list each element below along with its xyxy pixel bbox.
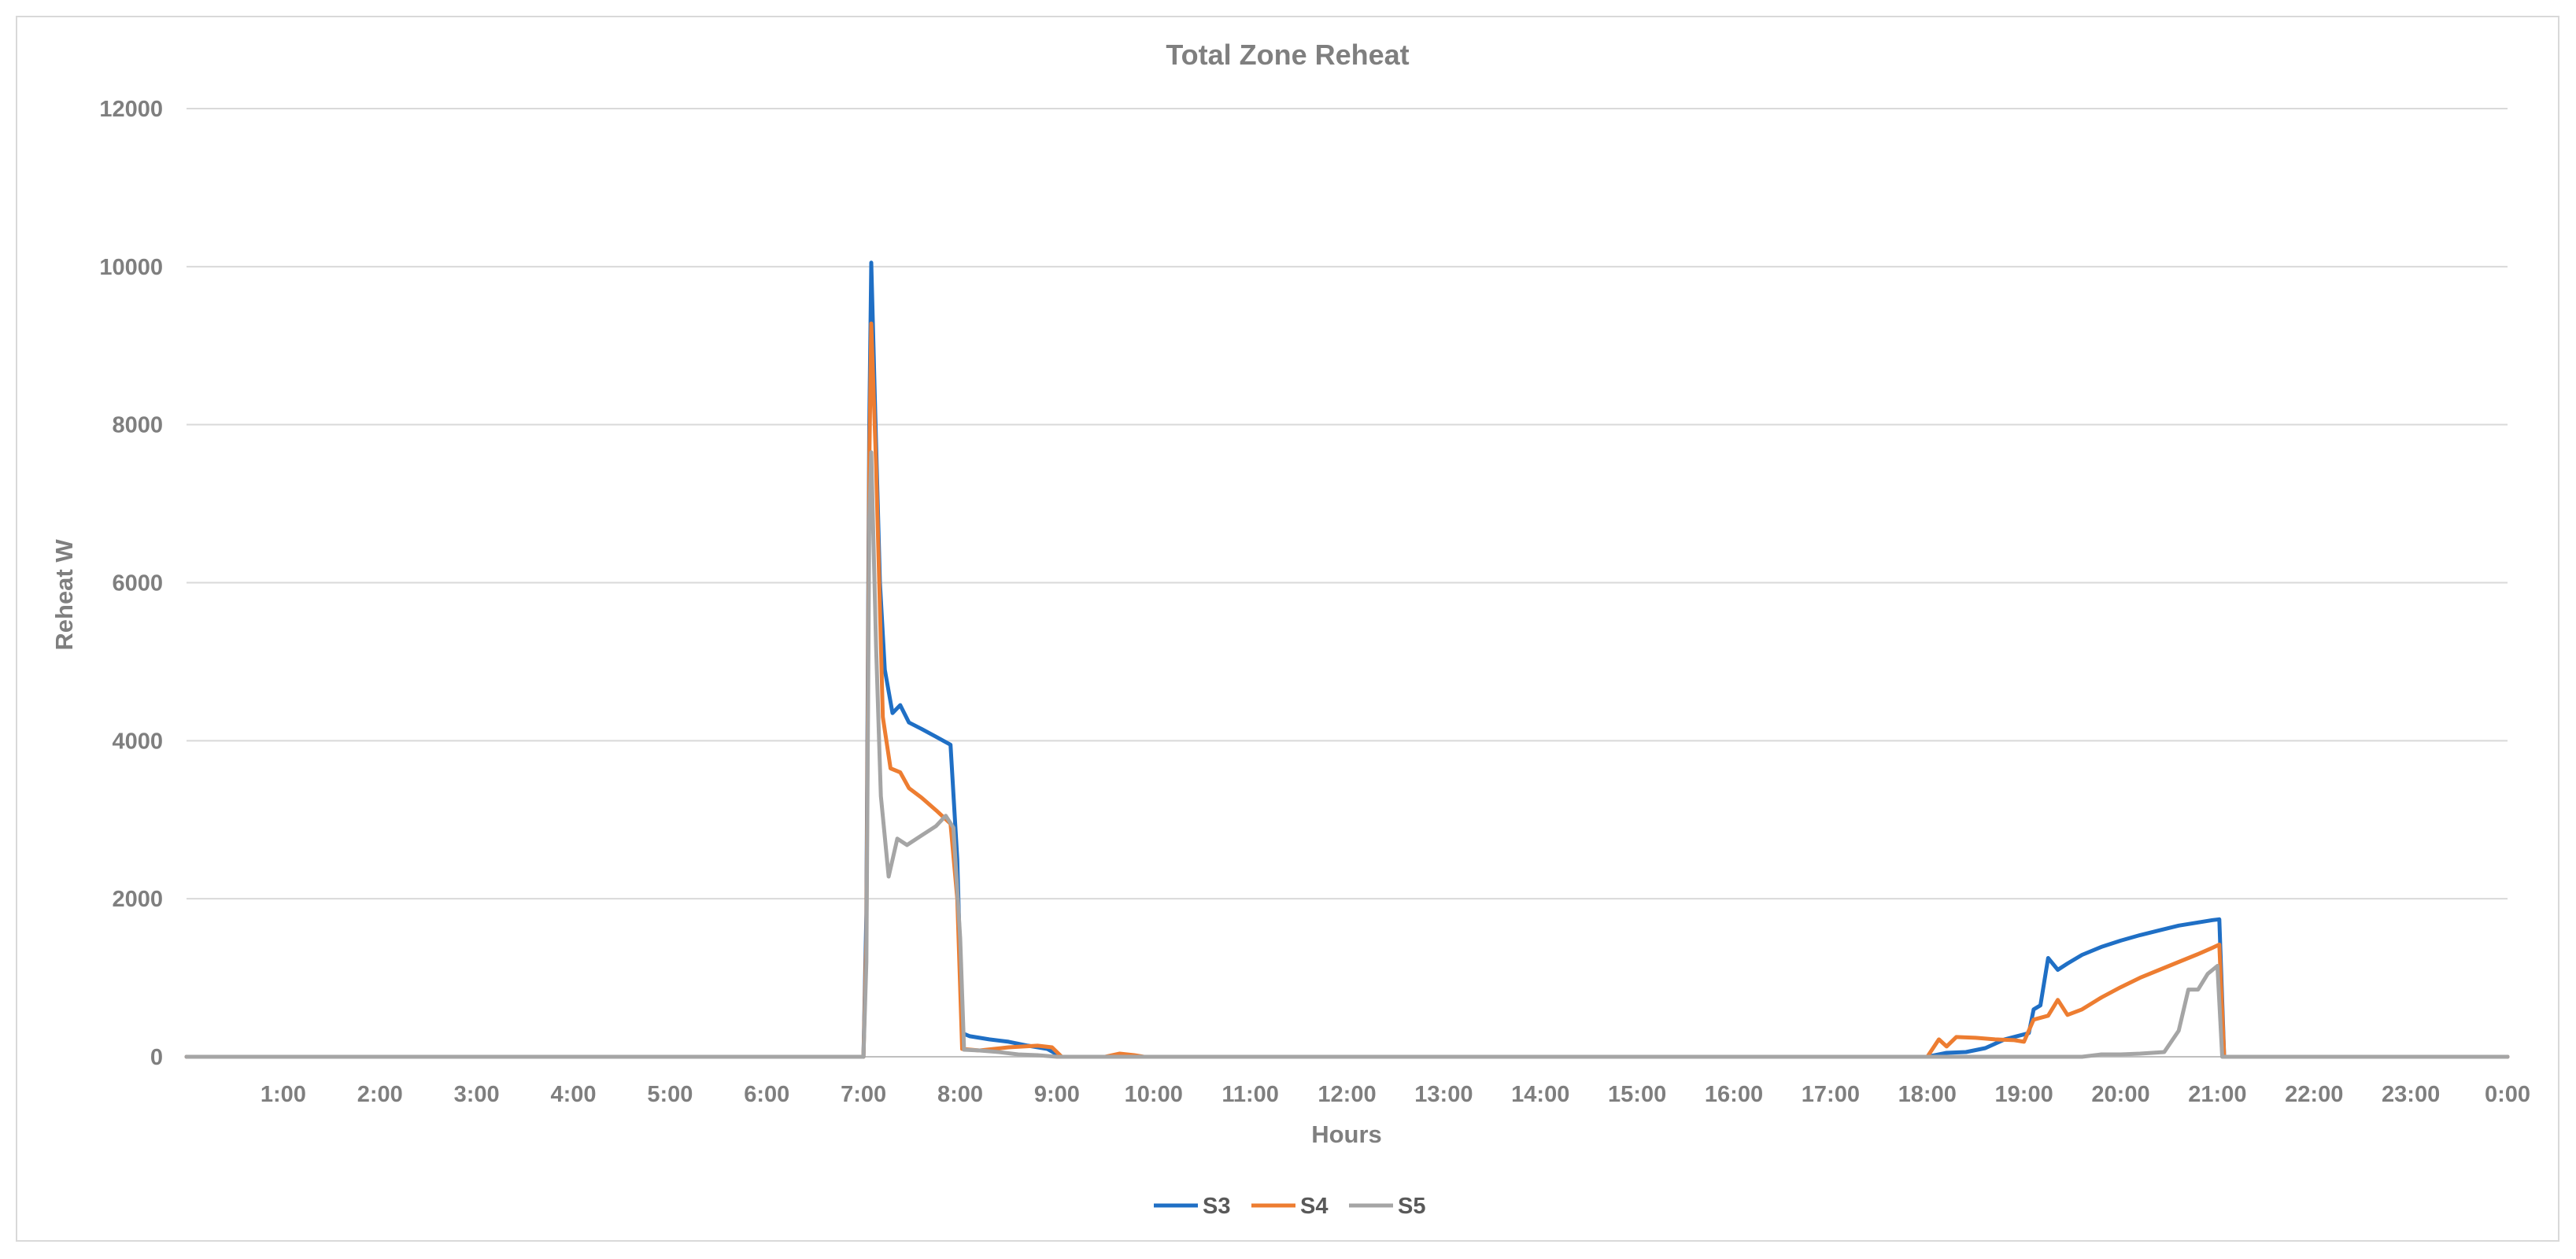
chart-title: Total Zone Reheat — [1166, 39, 1409, 71]
x-tick-label: 22:00 — [2285, 1082, 2343, 1107]
legend-label-s4: S4 — [1300, 1194, 1328, 1219]
x-tick-label: 10:00 — [1125, 1082, 1183, 1107]
y-axis-label: Reheat W — [50, 539, 78, 651]
x-tick-label: 6:00 — [744, 1082, 789, 1107]
y-tick-label: 8000 — [112, 413, 163, 438]
x-tick-label: 12:00 — [1318, 1082, 1376, 1107]
series-line-s5 — [184, 450, 2510, 1059]
x-tick-label: 14:00 — [1511, 1082, 1569, 1107]
y-tick-label: 12000 — [99, 97, 163, 122]
x-axis-label: Hours — [1311, 1121, 1382, 1148]
x-tick-label: 8:00 — [937, 1082, 983, 1107]
x-tick-label: 3:00 — [454, 1082, 500, 1107]
x-tick-label: 19:00 — [1995, 1082, 2053, 1107]
x-tick-label: 7:00 — [841, 1082, 886, 1107]
y-tick-label: 6000 — [112, 571, 163, 596]
chart-frame — [16, 16, 2559, 1242]
series-line-s4 — [184, 321, 2510, 1059]
y-tick-label: 10000 — [99, 255, 163, 280]
x-tick-label: 15:00 — [1608, 1082, 1666, 1107]
x-tick-label: 5:00 — [647, 1082, 693, 1107]
series-lines — [184, 260, 2510, 1059]
x-tick-label: 4:00 — [550, 1082, 596, 1107]
x-tick-label: 9:00 — [1034, 1082, 1080, 1107]
x-tick-label: 17:00 — [1802, 1082, 1860, 1107]
x-tick-label: 1:00 — [261, 1082, 306, 1107]
y-tick-label: 0 — [150, 1045, 163, 1070]
legend-label-s3: S3 — [1203, 1194, 1230, 1219]
x-tick-label: 16:00 — [1705, 1082, 1763, 1107]
legend: S3 S4 S5 — [1154, 1194, 1425, 1219]
series-line-s3 — [184, 260, 2510, 1059]
x-tick-label: 0:00 — [2485, 1082, 2530, 1107]
x-tick-label: 21:00 — [2188, 1082, 2246, 1107]
legend-label-s5: S5 — [1398, 1194, 1425, 1219]
y-tick-label: 2000 — [112, 887, 163, 912]
gridlines — [187, 108, 2508, 1058]
x-tick-label: 18:00 — [1898, 1082, 1957, 1107]
x-axis-ticks: 1:00 2:00 3:00 4:00 5:00 6:00 7:00 8:00 9:00 10:0… — [261, 1082, 2530, 1107]
y-tick-label: 4000 — [112, 729, 163, 754]
x-tick-label: 20:00 — [2091, 1082, 2149, 1107]
x-tick-label: 23:00 — [2382, 1082, 2440, 1107]
x-tick-label: 11:00 — [1221, 1082, 1279, 1107]
x-tick-label: 13:00 — [1414, 1082, 1473, 1107]
y-axis-ticks: 0 2000 4000 6000 8000 10000 12000 — [99, 97, 163, 1070]
x-tick-label: 2:00 — [357, 1082, 403, 1107]
